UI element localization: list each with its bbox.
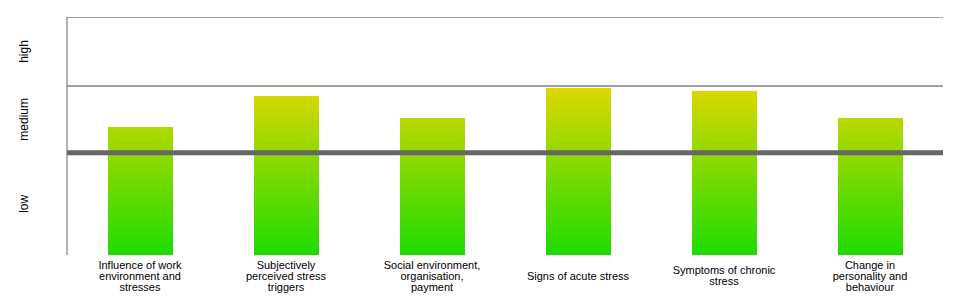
svg-text:medium: medium (17, 98, 31, 141)
svg-text:Symptoms of chronicstress: Symptoms of chronicstress (673, 264, 776, 287)
svg-text:high: high (17, 40, 31, 63)
svg-text:Social environment,organisatio: Social environment,organisation,payment (384, 259, 481, 293)
svg-text:low: low (17, 194, 31, 212)
svg-text:Signs of acute stress: Signs of acute stress (527, 270, 630, 282)
svg-text:Change inpersonality andbehavi: Change inpersonality andbehaviour (833, 259, 908, 293)
svg-text:Subjectivelyperceived stresstr: Subjectivelyperceived stresstriggers (246, 259, 327, 293)
svg-text:Influence of workenvironment a: Influence of workenvironment andstresses (98, 259, 182, 293)
